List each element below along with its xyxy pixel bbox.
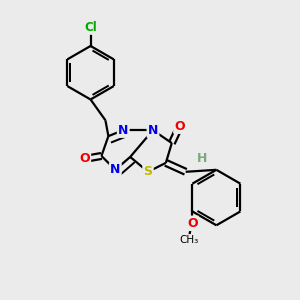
Text: N: N bbox=[148, 124, 158, 137]
Text: O: O bbox=[174, 120, 185, 133]
Text: N: N bbox=[110, 163, 121, 176]
Text: S: S bbox=[143, 165, 152, 178]
Text: O: O bbox=[79, 152, 90, 165]
Text: Cl: Cl bbox=[84, 21, 97, 34]
Text: O: O bbox=[187, 217, 198, 230]
Text: CH₃: CH₃ bbox=[180, 235, 199, 245]
Text: N: N bbox=[118, 124, 128, 137]
Text: H: H bbox=[197, 152, 208, 165]
